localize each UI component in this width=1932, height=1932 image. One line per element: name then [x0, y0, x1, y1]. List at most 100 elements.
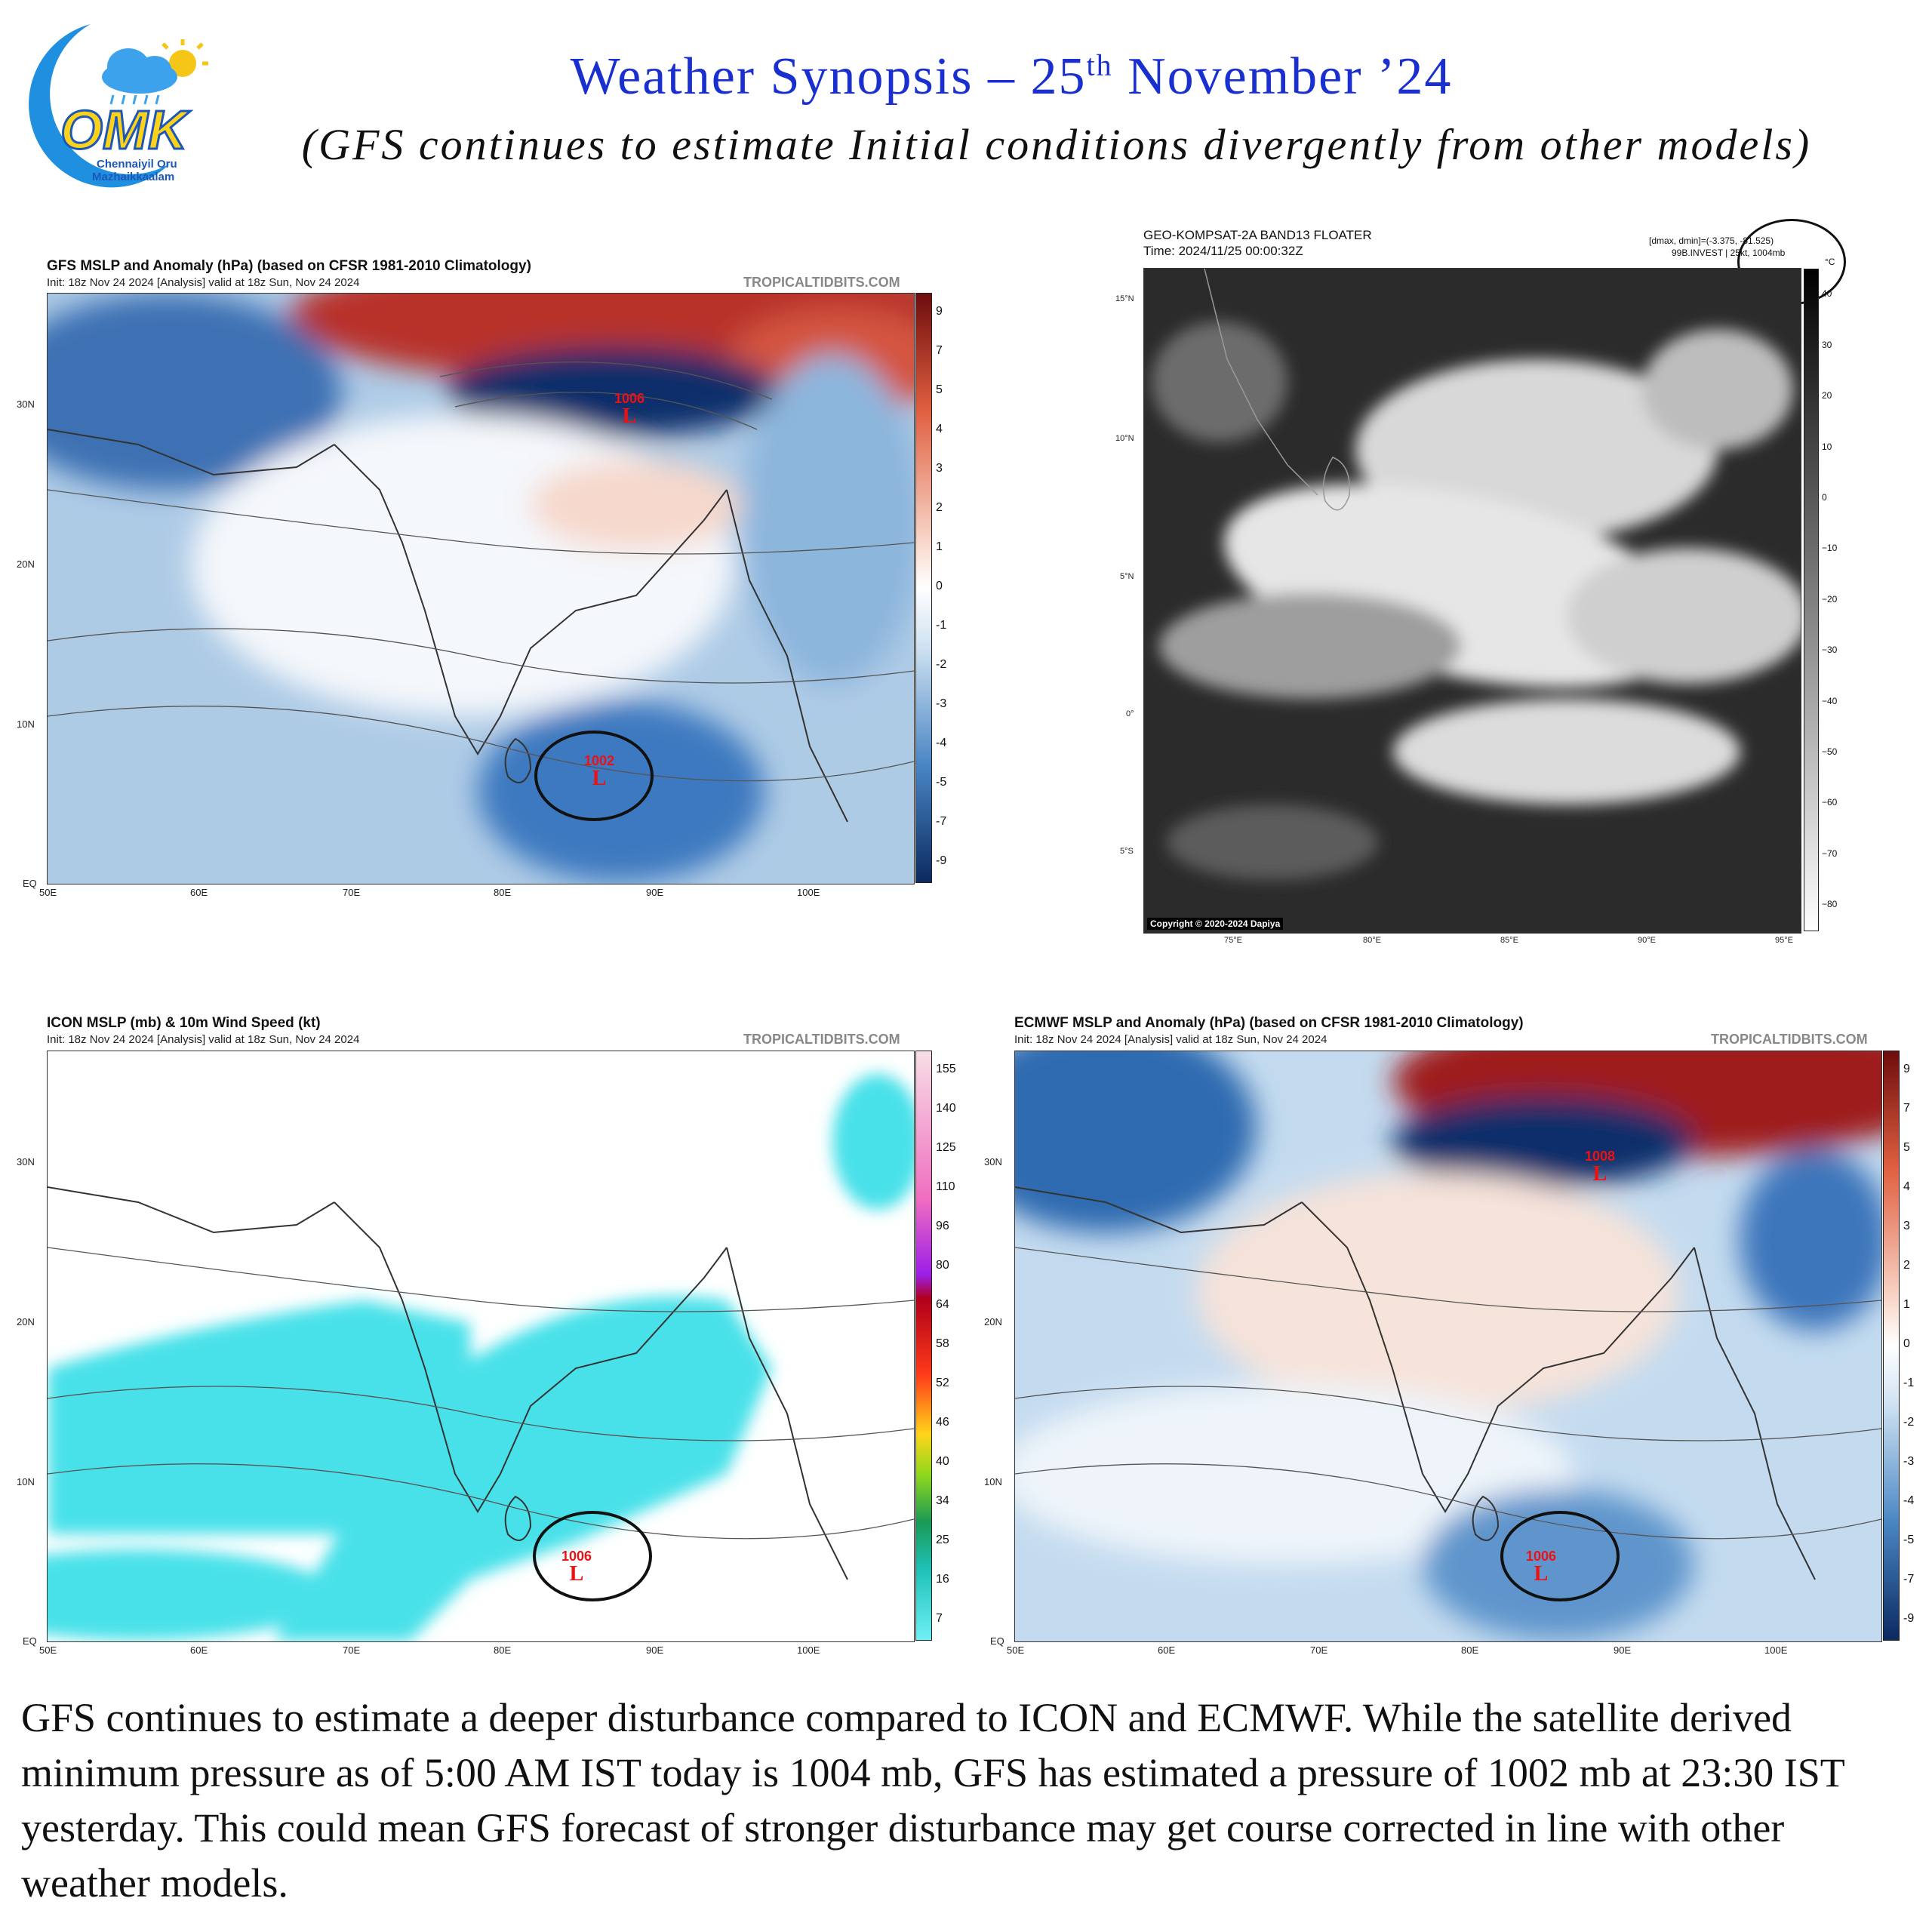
sat-lat-10n: 10°N: [1115, 434, 1134, 443]
gfs-low-north-value: 1006: [614, 391, 645, 406]
gfs-colorbar-tick: 3: [936, 462, 943, 475]
sat-colorbar-tick: −10: [1822, 543, 1838, 554]
icon-map: [47, 1051, 915, 1642]
gfs-panel-title: GFS MSLP and Anomaly (hPa) (based on CFS…: [47, 258, 531, 274]
ecmwf-low-north-letter: L: [1592, 1162, 1607, 1186]
gfs-colorbar-tick: 9: [936, 305, 943, 318]
icon-panel-title: ICON MSLP (mb) & 10m Wind Speed (kt): [47, 1015, 321, 1031]
ecmwf-lon-60: 60E: [1158, 1644, 1176, 1656]
gfs-colorbar-tick: -7: [936, 815, 947, 829]
gfs-colorbar-tick: -3: [936, 697, 947, 711]
gfs-colorbar-tick: -9: [936, 854, 947, 868]
sat-lon-95: 95°E: [1775, 936, 1793, 945]
ecmwf-lon-50: 50E: [1007, 1644, 1025, 1656]
sat-image: Copyright © 2020-2024 Dapiya: [1143, 268, 1801, 934]
gfs-low-north-letter: L: [622, 405, 637, 428]
sat-lat-5n: 5°N: [1120, 572, 1134, 581]
gfs-brand: TROPICALTIDBITS.COM: [743, 275, 900, 290]
sat-colorbar-tick: −40: [1822, 695, 1838, 706]
gfs-lat-30: 30N: [17, 398, 35, 410]
omk-logo: OMK Chennaiyil Oru Mazhaikkaalam: [8, 17, 211, 190]
icon-colorbar-tick: 64: [936, 1298, 949, 1312]
ecmwf-lat-10: 10N: [984, 1476, 1002, 1487]
sat-lat-0: 0°: [1126, 709, 1134, 718]
ecmwf-low-highlight-oval: [1500, 1511, 1620, 1601]
sat-colorbar-tick: 20: [1822, 390, 1832, 401]
sat-colorbar-tick: 10: [1822, 441, 1832, 452]
icon-lon-80: 80E: [494, 1644, 512, 1656]
ecmwf-colorbar-tick: 5: [1903, 1141, 1910, 1155]
sat-panel-time: Time: 2024/11/25 00:00:32Z: [1143, 244, 1303, 258]
gfs-colorbar-tick: 7: [936, 344, 943, 358]
sat-copyright: Copyright © 2020-2024 Dapiya: [1147, 918, 1284, 930]
ecmwf-lon-100: 100E: [1764, 1644, 1788, 1656]
gfs-lon-100: 100E: [797, 887, 820, 898]
svg-text:Chennaiyil Oru: Chennaiyil Oru: [97, 158, 177, 171]
icon-colorbar-tick: 125: [936, 1141, 956, 1155]
sat-lat-5s: 5°S: [1120, 847, 1134, 856]
ecmwf-lat-eq: EQ: [990, 1635, 1004, 1647]
ecmwf-map: [1014, 1051, 1882, 1642]
icon-colorbar-tick: 16: [936, 1573, 949, 1586]
sat-colorbar-tick: 40: [1822, 288, 1832, 300]
sat-lon-75: 75°E: [1224, 936, 1242, 945]
icon-colorbar-tick: 7: [936, 1612, 943, 1626]
gfs-low-highlight-oval: [534, 731, 654, 821]
sat-panel-title: GEO-KOMPSAT-2A BAND13 FLOATER: [1143, 228, 1372, 242]
sat-colorbar-tick: 30: [1822, 339, 1832, 350]
icon-lon-60: 60E: [190, 1644, 208, 1656]
ecmwf-lon-90: 90E: [1614, 1644, 1632, 1656]
page-title: Weather Synopsis – 25th November ’24: [570, 48, 1453, 106]
svg-text:OMK: OMK: [60, 100, 191, 161]
gfs-panel-subtitle: Init: 18z Nov 24 2024 [Analysis] valid a…: [47, 276, 360, 289]
ecmwf-lat-20: 20N: [984, 1316, 1002, 1327]
sat-lon-80: 80°E: [1363, 936, 1381, 945]
sat-lat-15n: 15°N: [1115, 294, 1134, 303]
icon-lon-90: 90E: [646, 1644, 664, 1656]
sat-colorbar-tick: −80: [1822, 899, 1838, 910]
icon-low-highlight-oval: [533, 1511, 652, 1601]
ecmwf-panel-title: ECMWF MSLP and Anomaly (hPa) (based on C…: [1014, 1015, 1524, 1031]
icon-brand: TROPICALTIDBITS.COM: [743, 1032, 900, 1047]
icon-colorbar-tick: 80: [936, 1259, 949, 1272]
sat-colorbar-tick: −30: [1822, 645, 1838, 656]
ecmwf-colorbar-tick: 3: [1903, 1220, 1910, 1233]
ecmwf-colorbar-tick: -3: [1903, 1455, 1915, 1469]
gfs-map: [47, 293, 915, 884]
gfs-colorbar-tick: -2: [936, 658, 947, 672]
page-subtitle: (GFS continues to estimate Initial condi…: [301, 120, 1812, 169]
ecmwf-colorbar-tick: 9: [1903, 1063, 1910, 1076]
icon-lon-70: 70E: [343, 1644, 361, 1656]
gfs-colorbar: [915, 293, 932, 883]
gfs-lon-80: 80E: [494, 887, 512, 898]
gfs-lat-20: 20N: [17, 558, 35, 570]
icon-panel-subtitle: Init: 18z Nov 24 2024 [Analysis] valid a…: [47, 1033, 360, 1046]
sat-colorbar-tick: −60: [1822, 797, 1838, 808]
ecmwf-colorbar-tick: 7: [1903, 1102, 1910, 1115]
icon-lat-eq: EQ: [23, 1635, 37, 1647]
sat-colorbar-tick: −70: [1822, 848, 1838, 859]
gfs-lon-90: 90E: [646, 887, 664, 898]
gfs-colorbar-tick: -5: [936, 776, 947, 789]
sat-colorbar-tick: 0: [1822, 492, 1827, 503]
ecmwf-colorbar-tick: -2: [1903, 1416, 1915, 1429]
icon-colorbar-tick: 140: [936, 1102, 956, 1115]
icon-colorbar-tick: 110: [936, 1180, 955, 1194]
ecmwf-colorbar-tick: -5: [1903, 1534, 1915, 1547]
gfs-lat-10: 10N: [17, 718, 35, 730]
svg-text:Mazhaikkaalam: Mazhaikkaalam: [92, 171, 174, 183]
ecmwf-brand: TROPICALTIDBITS.COM: [1711, 1032, 1868, 1047]
sat-lon-90: 90°E: [1638, 936, 1656, 945]
gfs-colorbar-tick: -4: [936, 737, 947, 750]
icon-colorbar: [915, 1051, 932, 1641]
gfs-colorbar-tick: 5: [936, 383, 943, 397]
gfs-colorbar-tick: 1: [936, 540, 943, 554]
sat-colorbar-tick: −20: [1822, 593, 1838, 605]
ecmwf-lon-70: 70E: [1310, 1644, 1328, 1656]
icon-colorbar-tick: 58: [936, 1337, 949, 1351]
ecmwf-lat-30: 30N: [984, 1156, 1002, 1168]
icon-lat-20: 20N: [17, 1316, 35, 1327]
gfs-lon-60: 60E: [190, 887, 208, 898]
gfs-colorbar-tick: 0: [936, 580, 943, 593]
gfs-lon-50: 50E: [39, 887, 57, 898]
